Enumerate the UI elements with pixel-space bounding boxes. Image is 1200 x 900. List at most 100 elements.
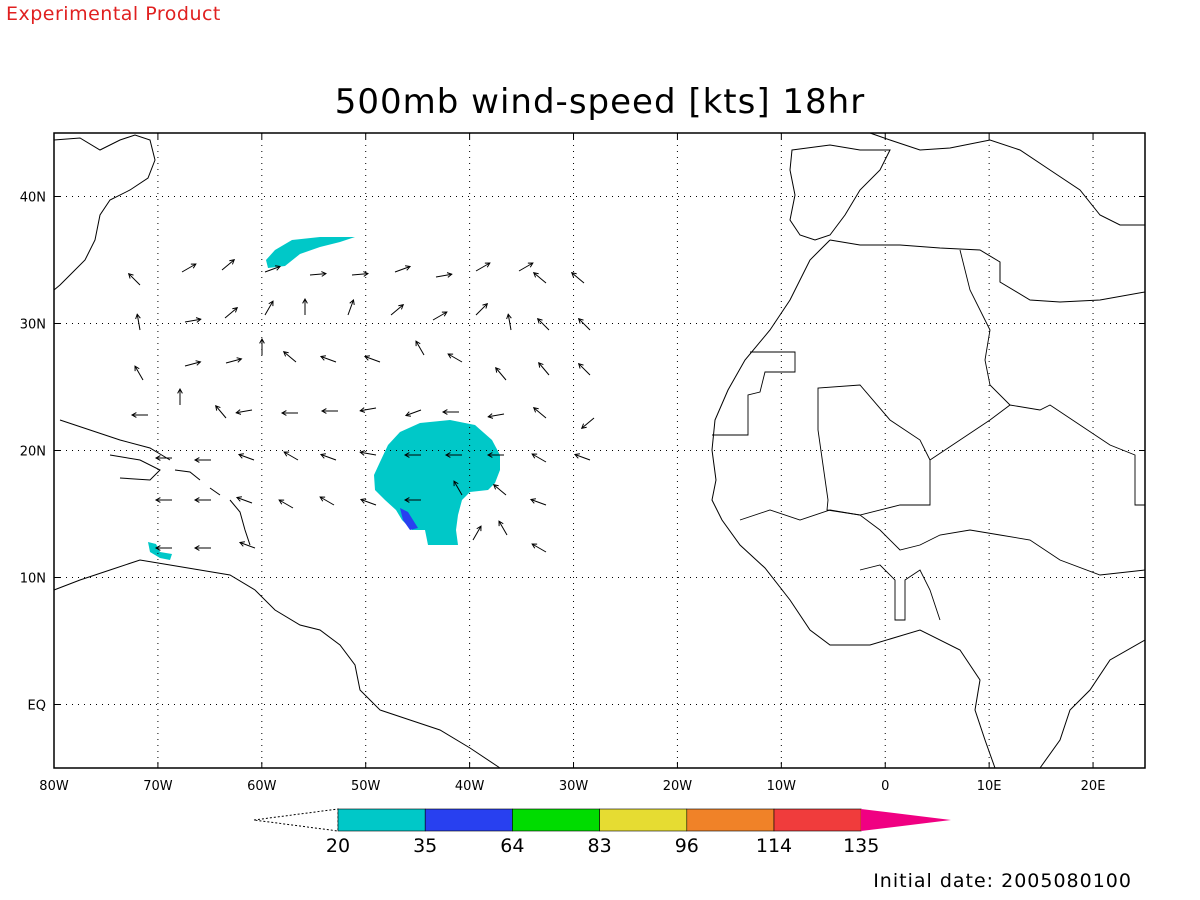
x-tick-label: 80W	[39, 779, 69, 794]
wind-vector	[532, 272, 547, 284]
x-tick-label: 30W	[559, 779, 589, 794]
wind-vector	[347, 298, 355, 316]
wind-vector	[264, 300, 274, 316]
wind-vector	[447, 353, 463, 363]
x-tick-label: 50W	[351, 779, 381, 794]
colorbar-right-triangle	[861, 809, 951, 831]
wind-speed-shading	[148, 237, 500, 560]
wind-vector	[359, 450, 377, 456]
wind-vector	[177, 387, 183, 405]
coast-north-america	[53, 134, 156, 291]
wind-vector	[320, 408, 338, 414]
wind-vector	[487, 413, 505, 419]
wind-vector	[577, 317, 591, 331]
wind-vector	[359, 407, 377, 413]
wind-vector	[475, 262, 491, 272]
wind-vector	[403, 497, 421, 503]
colorbar-box	[512, 808, 600, 832]
colorbar-level-label: 135	[843, 835, 879, 857]
x-tick-label: 70W	[143, 779, 173, 794]
wind-vector	[283, 451, 299, 461]
wind-vector	[570, 272, 585, 284]
wind-vector	[498, 520, 508, 536]
x-tick-label: 40W	[455, 779, 485, 794]
y-tick-label: 20N	[20, 445, 46, 460]
wind-vector	[363, 355, 381, 363]
wind-vector	[532, 407, 547, 419]
wind-vector	[235, 496, 253, 504]
x-tick-label: 60W	[247, 779, 277, 794]
wind-vector	[359, 498, 377, 506]
colorbar-level-label: 20	[326, 835, 350, 857]
wind-vectors	[127, 259, 595, 553]
wind-vector	[127, 272, 141, 286]
colorbar-level-label: 64	[500, 835, 524, 857]
wind-vector	[492, 484, 507, 496]
wind-vector	[224, 307, 239, 319]
coast-caribbean-islands	[59, 419, 251, 546]
experimental-product-label: Experimental Product	[6, 3, 221, 25]
wind-vector	[319, 355, 337, 363]
wind-vector	[309, 271, 327, 277]
coast-iberia	[789, 144, 891, 241]
x-tick-label: 10E	[977, 779, 1002, 794]
shade-north-blob	[266, 237, 355, 268]
x-tick-label: 20E	[1081, 779, 1106, 794]
coast-africa	[711, 239, 1146, 769]
wind-vector	[441, 409, 459, 415]
wind-vector	[403, 452, 421, 458]
wind-vector	[444, 452, 462, 458]
colorbar-level-label: 96	[675, 835, 699, 857]
wind-vector	[536, 317, 550, 331]
wind-vector	[506, 313, 512, 331]
wind-vector	[280, 410, 298, 416]
wind-vector	[235, 409, 253, 415]
wind-vector	[435, 272, 453, 278]
wind-vector	[432, 311, 448, 321]
x-tick-label: 0	[881, 779, 889, 794]
colorbar-left-triangle	[253, 808, 339, 832]
y-tick-label: 40N	[20, 191, 46, 206]
wind-vector	[319, 496, 335, 506]
wind-vector	[518, 262, 534, 272]
colorbar-boxes	[337, 808, 862, 832]
shade-blue-core	[400, 508, 418, 530]
wind-vector	[215, 404, 227, 419]
wind-vector	[538, 361, 550, 376]
political-borders	[712, 249, 1146, 621]
wind-vector	[193, 457, 211, 463]
wind-vector	[221, 259, 236, 271]
wind-vector	[394, 265, 412, 273]
colorbar-box	[337, 808, 426, 832]
initial-date-label: Initial date: 2005080100	[873, 870, 1132, 892]
wind-vector	[193, 497, 211, 503]
wind-vector	[135, 313, 141, 331]
colorbar-labels: 20 35 64 83 96 114 135	[326, 835, 879, 857]
wind-vector	[238, 541, 256, 549]
wind-vector	[181, 263, 197, 273]
colorbar-level-label: 114	[756, 835, 792, 857]
wind-vector	[134, 365, 144, 381]
wind-vector	[404, 409, 422, 417]
wind-vector	[184, 360, 202, 367]
wind-vector	[237, 453, 255, 461]
grid-lines	[53, 133, 1145, 768]
coast-south-america	[53, 559, 501, 769]
colorbar-level-label: 83	[588, 835, 612, 857]
shade-small-blob	[148, 542, 172, 560]
wind-vector	[259, 337, 265, 355]
wind-vector	[573, 453, 591, 461]
x-tick-label: 10W	[767, 779, 797, 794]
colorbar-box	[686, 808, 775, 832]
wind-vector	[472, 525, 482, 541]
y-tick-label: EQ	[28, 699, 46, 714]
wind-vector	[154, 455, 172, 461]
wind-vector	[486, 452, 504, 458]
wind-vector	[495, 366, 507, 381]
wind-vector	[130, 412, 148, 418]
colorbar-level-label: 35	[413, 835, 437, 857]
map-title: 500mb wind-speed [kts] 18hr	[334, 82, 866, 122]
wind-vector	[193, 545, 211, 551]
wind-vector	[282, 351, 297, 363]
colorbar-box	[599, 808, 688, 832]
